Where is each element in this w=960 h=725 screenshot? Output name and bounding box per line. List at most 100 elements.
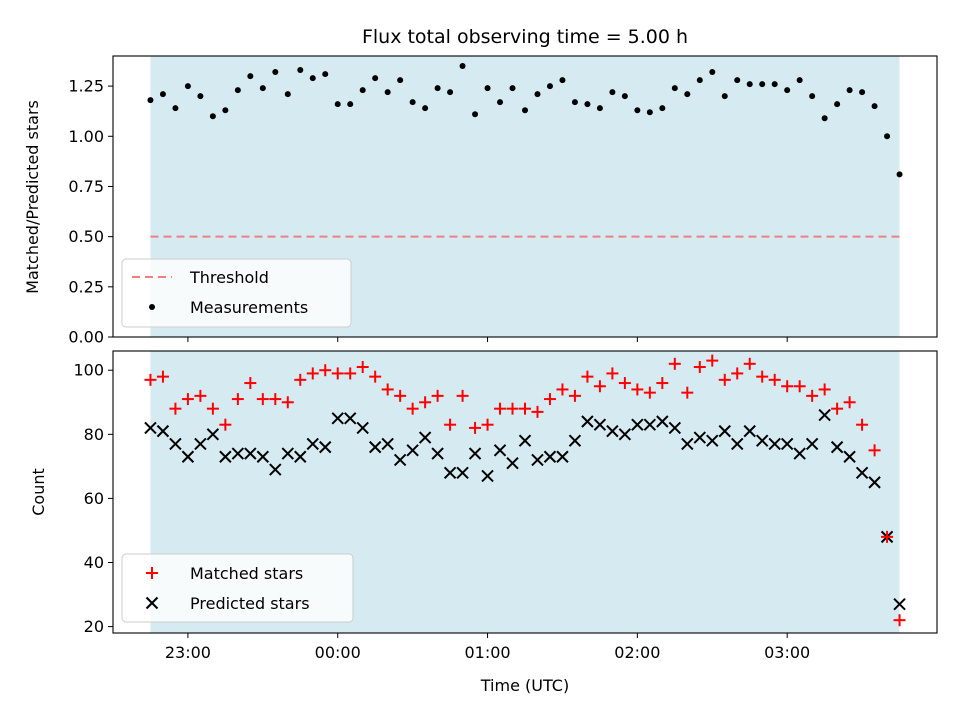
measurement-point <box>534 91 541 98</box>
matched-star-point <box>269 393 282 406</box>
matched-star-point <box>281 396 294 409</box>
matched-star-point <box>668 357 681 370</box>
measurement-point <box>559 77 566 84</box>
predicted-star-point <box>194 437 207 451</box>
predicted-star-point <box>281 447 294 460</box>
matched-star-point <box>568 389 581 402</box>
bottom-y-axis-label: Count <box>29 468 48 516</box>
matched-star-point <box>781 380 794 393</box>
predicted-star-point <box>643 418 657 431</box>
measurement-point <box>671 85 678 92</box>
predicted-star-point <box>581 415 594 428</box>
measurement-point <box>372 75 379 82</box>
matched-star-point <box>718 373 731 386</box>
predicted-star-point <box>868 476 881 489</box>
measurement-point <box>259 85 266 92</box>
predicted-star-point <box>269 463 282 476</box>
y-tick-label: 1.25 <box>68 77 104 96</box>
measurement-point <box>409 99 416 106</box>
y-tick-label: 60 <box>84 489 104 508</box>
measurement-point <box>596 105 603 112</box>
matched-star-point <box>756 370 769 383</box>
matched-star-point <box>681 386 694 399</box>
matched-star-point <box>181 393 194 406</box>
predicted-star-point <box>681 437 694 451</box>
matched-star-point <box>294 373 307 386</box>
predicted-star-point <box>818 408 831 422</box>
measurement-point <box>621 93 628 100</box>
predicted-star-point <box>356 421 369 435</box>
predicted-star-point <box>631 418 644 431</box>
matched-star-point <box>893 614 906 627</box>
measurement-point <box>896 171 903 178</box>
matched-star-point <box>731 367 744 380</box>
axes-frame <box>112 350 938 634</box>
matched-star-point <box>456 389 469 402</box>
measurement-point <box>272 69 279 76</box>
legend-matched-swatch <box>146 567 158 579</box>
measurement-point <box>721 93 728 100</box>
bottom-legend: Matched stars Predicted stars <box>121 553 354 623</box>
predicted-star-point <box>556 450 569 463</box>
measurement-point <box>784 87 791 94</box>
matched-star-point <box>344 367 357 380</box>
predicted-star-point <box>319 440 332 454</box>
y-tick-label: 0.25 <box>68 277 104 296</box>
matched-star-point <box>469 421 482 434</box>
measurement-point <box>746 81 753 88</box>
predicted-star-point <box>144 421 157 435</box>
predicted-star-point <box>406 444 419 457</box>
legend-predicted-swatch <box>145 596 159 610</box>
predicted-star-point <box>693 431 706 444</box>
measurement-point <box>334 101 341 108</box>
predicted-star-point <box>668 421 682 435</box>
predicted-star-point <box>244 447 257 460</box>
measurement-point <box>197 93 204 100</box>
measurement-point <box>234 87 241 94</box>
predicted-star-point <box>731 437 744 451</box>
measurement-point <box>546 83 553 90</box>
matched-star-point <box>256 393 269 406</box>
predicted-star-point <box>780 437 794 451</box>
legend-measurement-label: Measurements <box>190 298 308 317</box>
matched-star-point <box>556 383 569 396</box>
predicted-star-point <box>618 428 632 441</box>
y-tick-label: 0.50 <box>68 227 104 246</box>
measurement-point <box>809 93 816 100</box>
matched-star-point <box>169 402 182 415</box>
measurement-point <box>397 77 404 84</box>
predicted-star-point <box>219 450 232 463</box>
predicted-star-point <box>593 418 607 431</box>
predicted-star-point <box>756 434 769 447</box>
y-tick-label: 0.00 <box>68 328 104 347</box>
predicted-star-point <box>181 450 195 463</box>
matched-star-point <box>593 380 606 393</box>
matched-star-point <box>631 383 644 396</box>
predicted-star-point <box>418 431 432 444</box>
predicted-star-point <box>393 453 407 467</box>
matched-star-point <box>331 367 344 380</box>
predicted-star-point <box>506 456 519 470</box>
predicted-star-point <box>656 415 669 428</box>
measurement-point <box>859 89 866 96</box>
predicted-star-point <box>231 447 245 460</box>
bottom-panel-counts: 20 40 60 80 100 23:00 00:00 01:00 02:00 03:00 Matc… <box>73 350 938 662</box>
x-tick-label: 03:00 <box>764 643 810 662</box>
measurement-point <box>684 91 691 98</box>
axes-frame <box>112 55 938 338</box>
measurement-point <box>659 105 666 112</box>
predicted-star-point <box>706 434 719 447</box>
legend-matched-label: Matched stars <box>190 564 303 583</box>
measurement-point <box>509 85 516 92</box>
predicted-star-point <box>381 437 394 451</box>
measurement-point <box>609 89 616 96</box>
matched-star-point <box>843 396 856 409</box>
predicted-star-point <box>768 437 781 451</box>
matched-star-point <box>319 364 332 377</box>
matched-star-point <box>144 373 157 386</box>
matched-star-point <box>406 402 419 415</box>
predicted-star-point <box>206 428 220 441</box>
y-tick-label: 40 <box>84 553 104 572</box>
matched-star-point <box>156 370 169 383</box>
